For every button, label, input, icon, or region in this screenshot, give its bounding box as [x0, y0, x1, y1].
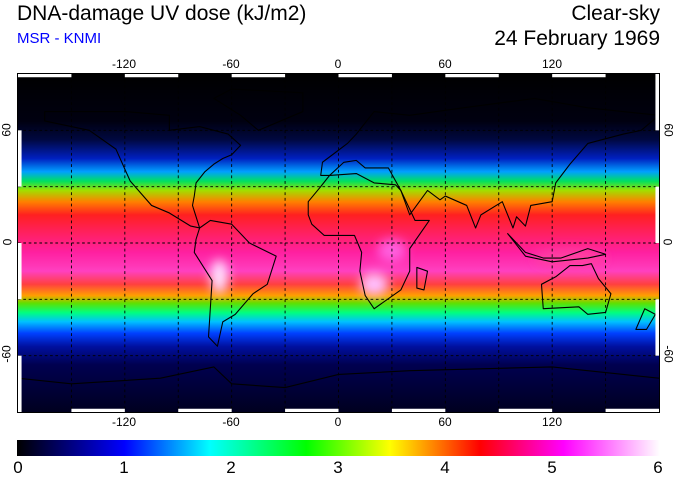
greenland-coast — [213, 88, 304, 131]
colorbar-label: 2 — [226, 458, 236, 477]
colorbar-label: 1 — [119, 458, 129, 477]
source-label: MSR - KNMI — [17, 30, 102, 47]
uv-dose-map — [17, 73, 660, 413]
indonesia-coast — [507, 233, 607, 263]
lon-tick-bottom: -120 — [111, 415, 137, 429]
colorbar-label: 5 — [547, 458, 557, 477]
new-zealand-coast — [635, 308, 656, 330]
lon-tick-bottom: 120 — [541, 415, 563, 429]
frame-ticks — [18, 74, 659, 412]
lon-tick-top: 60 — [438, 57, 452, 71]
lon-tick-top: -120 — [111, 57, 137, 71]
sky-condition-label: Clear-sky — [571, 2, 660, 25]
colorbar-label: 3 — [333, 458, 343, 477]
australia-coast — [540, 263, 612, 315]
africa-coast — [307, 172, 430, 310]
lon-tick-bottom: 0 — [334, 415, 342, 429]
date-label: 24 February 1969 — [494, 27, 660, 50]
colorbar-label: 4 — [440, 458, 450, 477]
color-scale-bar — [17, 440, 660, 456]
colorbar-label: 6 — [653, 458, 663, 477]
eurasia-coast — [320, 97, 659, 229]
lat-tick-left: 60 — [0, 123, 14, 137]
coastlines — [18, 88, 659, 389]
colorbar-label: 0 — [13, 458, 23, 477]
lon-tick-top: 0 — [334, 57, 342, 71]
antarctica-coast — [18, 366, 659, 389]
south-america-coast — [193, 219, 277, 347]
lon-tick-bottom: 60 — [438, 415, 452, 429]
world-map-overlay — [18, 74, 659, 412]
graticule — [18, 74, 659, 412]
high-dose-patches — [210, 239, 606, 296]
lat-tick-right: -60 — [661, 345, 676, 363]
lon-tick-top: -60 — [222, 57, 240, 71]
lat-tick-right: 60 — [661, 123, 676, 137]
lat-tick-left: -60 — [0, 345, 14, 363]
lat-tick-right: 0 — [660, 238, 675, 246]
map-title: DNA-damage UV dose (kJ/m2) — [17, 2, 307, 25]
lat-tick-left: 0 — [0, 238, 15, 246]
lon-tick-bottom: -60 — [222, 415, 240, 429]
lon-tick-top: 120 — [541, 57, 563, 71]
madagascar-coast — [416, 266, 429, 291]
north-america-coast — [44, 110, 242, 229]
